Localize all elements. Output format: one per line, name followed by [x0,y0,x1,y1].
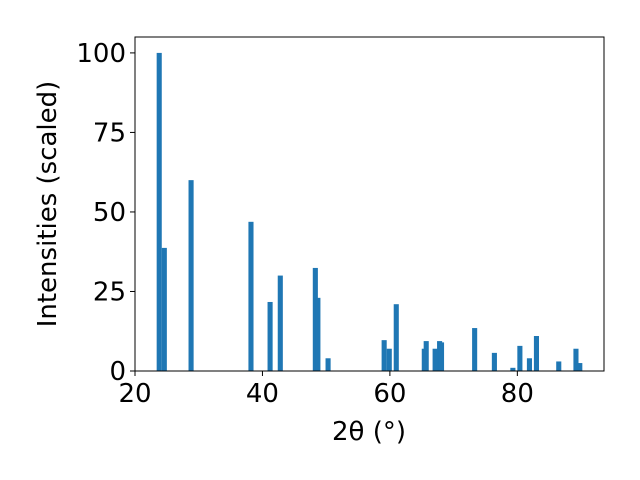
bar [573,348,579,371]
x-tick-label: 80 [501,379,534,409]
bar [472,328,478,371]
bar [393,304,399,371]
bar [423,341,429,371]
bar [381,340,387,371]
plot-frame [134,36,605,372]
bar [386,348,392,371]
bar [491,352,497,371]
y-tick-label: 50 [93,198,126,228]
y-tick-label: 0 [109,357,126,387]
bar [267,301,273,371]
y-tick-label: 75 [93,118,126,148]
y-tick-label: 25 [93,277,126,307]
bar [533,336,540,371]
bar [526,358,532,371]
bar [156,52,162,372]
bar [577,363,583,371]
bar [161,247,167,371]
y-tick-label: 100 [76,39,126,69]
bar [510,367,516,371]
bar [248,221,254,371]
x-tick-label: 20 [118,379,151,409]
x-tick-label: 40 [246,379,279,409]
bar [438,342,445,371]
x-axis-label: 2θ (°) [332,417,406,447]
x-tick-label: 60 [373,379,406,409]
y-axis-label: Intensities (scaled) [33,81,63,328]
bar [277,275,283,371]
bar [556,361,562,371]
bar [315,297,321,371]
bar [325,358,331,371]
bar [432,348,438,371]
bar [188,180,194,371]
bar [517,345,523,371]
